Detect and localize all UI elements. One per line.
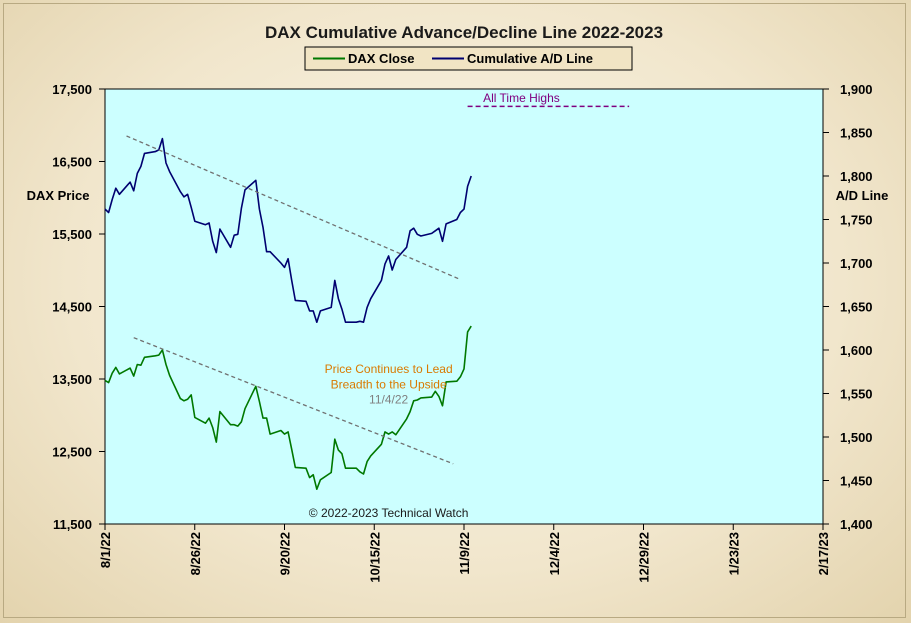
- annotation-3: 11/4/22: [369, 393, 408, 407]
- x-axis-tick-label: 1/23/23: [726, 532, 741, 575]
- left-axis-tick-label: 17,500: [52, 82, 92, 97]
- annotation-0: All Time Highs: [483, 91, 560, 105]
- right-axis-tick-label: 1,550: [840, 387, 873, 402]
- legend-box: [304, 46, 633, 71]
- left-axis-tick-label: 16,500: [52, 155, 92, 170]
- plot-area: [104, 88, 824, 525]
- right-axis-tick-label: 1,700: [840, 256, 873, 271]
- x-axis-tick-label: 8/1/22: [98, 532, 113, 568]
- legend-label-dax: DAX Close: [348, 51, 414, 66]
- trendline: [126, 135, 461, 281]
- x-axis-tick-label: 8/26/22: [188, 532, 203, 575]
- right-axis-title: A/D Line: [836, 188, 889, 203]
- x-axis-tick-label: 12/29/22: [637, 532, 652, 583]
- x-axis-tick-label: 2/17/23: [816, 532, 831, 575]
- ad-line: [104, 137, 472, 324]
- right-axis-tick-label: 1,650: [840, 300, 873, 315]
- right-axis-tick-label: 1,400: [840, 517, 873, 532]
- chart-frame: [3, 3, 906, 618]
- right-axis-tick-label: 1,500: [840, 430, 873, 445]
- annotation-4: © 2022-2023 Technical Watch: [309, 506, 469, 520]
- right-axis-tick-label: 1,600: [840, 343, 873, 358]
- right-axis-tick-label: 1,800: [840, 169, 873, 184]
- right-axis-tick-label: 1,750: [840, 213, 873, 228]
- annotation-1: Price Continues to Lead: [325, 362, 453, 376]
- chart-title: DAX Cumulative Advance/Decline Line 2022…: [265, 23, 663, 42]
- x-axis-tick-label: 12/4/22: [547, 532, 562, 575]
- left-axis-tick-label: 13,500: [52, 372, 92, 387]
- x-axis-tick-label: 9/20/22: [278, 532, 293, 575]
- dax-close-line: [104, 325, 472, 491]
- right-axis-tick-label: 1,900: [840, 82, 873, 97]
- right-axis-tick-label: 1,850: [840, 126, 873, 141]
- left-axis-tick-label: 14,500: [52, 300, 92, 315]
- annotation-2: Breadth to the Upside: [331, 377, 447, 391]
- legend: DAX Close Cumulative A/D Line: [304, 46, 633, 71]
- legend-label-ad: Cumulative A/D Line: [467, 51, 593, 66]
- left-axis-tick-label: 15,500: [52, 227, 92, 242]
- x-axis-tick-label: 11/9/22: [457, 532, 472, 575]
- left-axis-title: DAX Price: [27, 188, 90, 203]
- left-axis-tick-label: 12,500: [52, 445, 92, 460]
- left-axis-tick-label: 11,500: [53, 517, 92, 532]
- x-axis-tick-label: 10/15/22: [367, 532, 382, 583]
- trendline: [133, 337, 454, 465]
- right-axis-tick-label: 1,450: [840, 474, 873, 489]
